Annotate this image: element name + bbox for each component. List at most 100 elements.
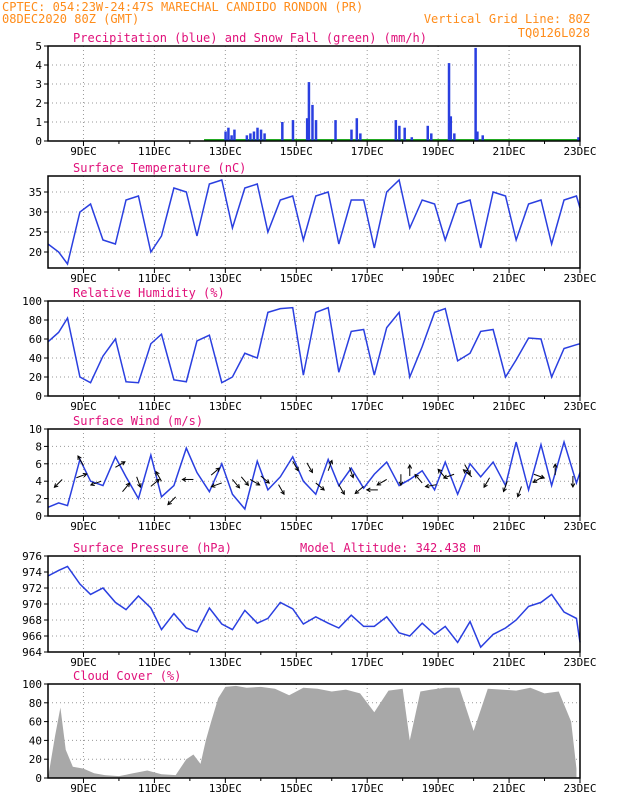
y-tick-label: 4 [35, 59, 42, 72]
precip-bar [314, 120, 318, 141]
wind-vector-shaft [292, 460, 299, 471]
wind-vector-shaft [136, 476, 141, 488]
precip-bar [398, 125, 401, 141]
precip-bar [307, 82, 311, 141]
wind-vector-shaft [532, 476, 544, 483]
plot-frame [47, 300, 581, 397]
wind-vector-head [320, 486, 325, 491]
wind-vector-head [308, 468, 313, 474]
wind-vector-head [120, 461, 126, 466]
wind-vector-shaft [278, 484, 285, 495]
x-tick-label: 15DEC [280, 656, 313, 669]
wind-vector-head [215, 467, 221, 472]
x-tick-label: 23DEC [563, 145, 596, 158]
wind-vector-head [125, 482, 131, 488]
wind-vector-shaft [150, 478, 160, 487]
precip-bar [403, 127, 406, 141]
precip-bar [263, 133, 266, 141]
x-tick-label: 21DEC [493, 400, 526, 413]
precip-bar [410, 137, 414, 141]
x-tick-label: 11DEC [138, 782, 171, 795]
wind-vector-shaft [211, 482, 222, 488]
wind-vector-shaft [437, 468, 446, 479]
x-tick-label: 9DEC [70, 400, 97, 413]
x-tick-label: 17DEC [351, 656, 384, 669]
precip-bar [249, 133, 252, 141]
precip-bar [233, 129, 236, 141]
panel-annotation: Model Altitude: 342.438 m [300, 541, 481, 555]
wind-vector-head [210, 483, 216, 488]
y-tick-label: 970 [22, 598, 42, 611]
panel-6: 0 20 40 60 80 100 9DEC 11DEC 13DEC 15DEC 17DEC 19DE… [22, 669, 596, 795]
series-line [47, 306, 581, 384]
wind-vector-shaft [425, 484, 437, 488]
series-line [47, 565, 581, 649]
y-tick-label: 968 [22, 614, 42, 627]
wind-vector-shaft [76, 473, 87, 479]
plot-frame [47, 428, 581, 517]
panel-title: Precipitation (blue) and Snow Fall (gree… [73, 31, 427, 45]
wind-vector-head [365, 487, 371, 493]
x-tick-label: 9DEC [70, 272, 97, 285]
precip-bar [476, 131, 479, 141]
wind-vector-head [167, 500, 172, 506]
wind-vector-head [82, 472, 88, 478]
wind-vector-shaft [517, 486, 522, 497]
wind-vector-head [137, 483, 142, 489]
y-tick-label: 966 [22, 630, 42, 643]
wind-vector-head [255, 481, 261, 486]
x-tick-label: 21DEC [493, 272, 526, 285]
panel-title: Surface Temperature (nC) [73, 161, 246, 175]
x-tick-label: 19DEC [422, 782, 455, 795]
wind-vector-shaft [260, 475, 270, 484]
precip-bar [350, 129, 353, 141]
y-tick-label: 0 [35, 772, 42, 785]
wind-vector-shaft [122, 482, 130, 492]
wind-vector-shaft [414, 474, 423, 484]
panel-5: 964 966 968 970 972 974 976 9DEC 11DEC 13DEC 15DEC… [22, 541, 596, 669]
y-tick-label: 4 [35, 475, 42, 488]
panel-2: 20 25 30 35 9DEC 11DEC 13DEC 15DEC 17DEC 19DEC 21D… [29, 161, 597, 285]
precip-bar [230, 135, 233, 141]
precip-bar [311, 104, 314, 141]
precip-bar [334, 120, 337, 141]
wind-vector-head [280, 490, 285, 496]
plot-frame [47, 45, 581, 142]
wind-vector-head [570, 483, 576, 489]
precip-bar [281, 122, 284, 141]
wind-vector-shaft [464, 464, 471, 475]
precip-bar [245, 135, 249, 141]
x-tick-label: 19DEC [422, 400, 455, 413]
y-tick-label: 60 [29, 333, 42, 346]
precip-bar [447, 63, 451, 141]
x-tick-label: 17DEC [351, 782, 384, 795]
y-tick-label: 5 [35, 40, 42, 53]
precip-bar [355, 118, 359, 141]
wind-vector-head [349, 473, 355, 479]
y-tick-label: 972 [22, 582, 42, 595]
y-tick-label: 100 [22, 678, 42, 691]
wind-vector-shaft [306, 462, 313, 473]
wind-vector-head [328, 459, 334, 465]
y-tick-label: 80 [29, 697, 42, 710]
panel-title: Surface Wind (m/s) [73, 414, 203, 428]
wind-vector-head [483, 483, 488, 489]
x-tick-label: 19DEC [422, 145, 455, 158]
y-tick-label: 976 [22, 550, 42, 563]
y-tick-label: 1 [35, 116, 42, 129]
x-tick-label: 21DEC [493, 656, 526, 669]
x-tick-label: 23DEC [563, 272, 596, 285]
cloud-cover-area [48, 685, 577, 778]
x-tick-label: 9DEC [70, 656, 97, 669]
series-line [47, 178, 581, 266]
precip-bar [305, 118, 309, 141]
header-datetime: 08DEC2020 80Z (GMT) [2, 12, 140, 26]
wind-vector-head [354, 489, 360, 495]
wind-vector-shaft [315, 482, 325, 491]
header-station-line: CPTEC: 054:23W-24:47S MARECHAL CANDIDO R… [2, 0, 364, 14]
header-run-id: TQ0126L028 [517, 26, 590, 40]
y-tick-label: 2 [35, 493, 42, 506]
x-tick-label: 11DEC [138, 400, 171, 413]
panel-3: 0 20 40 60 80 100 9DEC 11DEC 13DEC 15DEC 17DEC 19DE… [22, 286, 596, 413]
